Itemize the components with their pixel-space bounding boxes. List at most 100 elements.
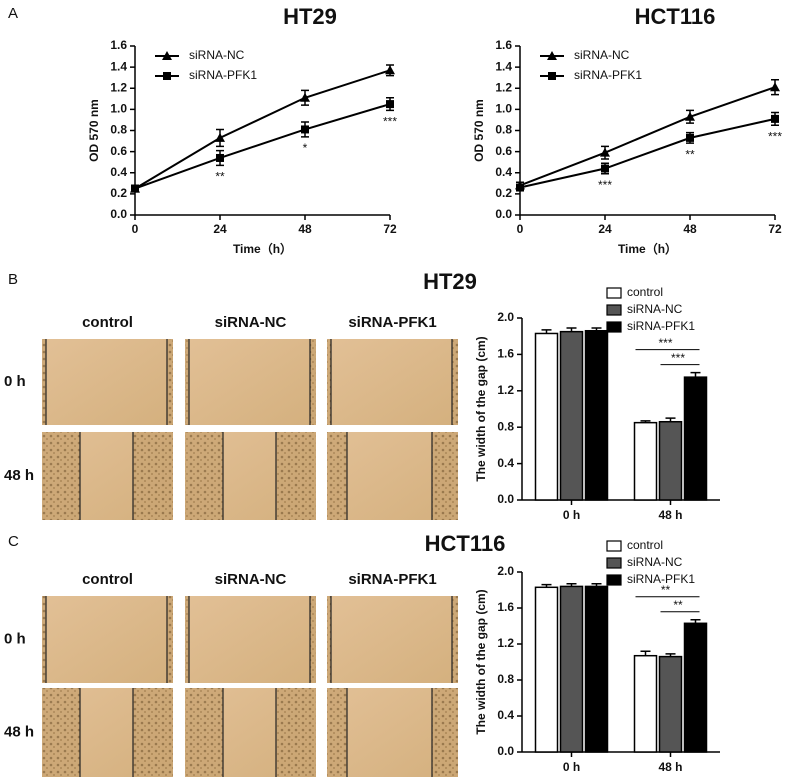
y-tick-label: 1.2 [495, 80, 512, 94]
marker [686, 133, 694, 142]
marker [547, 51, 557, 60]
cell-layer [133, 688, 173, 777]
legend-label: siRNA-PFK1 [189, 68, 257, 82]
cell-layer [327, 596, 331, 683]
bar [683, 622, 708, 753]
x-axis-title: Time（h） [233, 241, 292, 256]
micrograph [185, 596, 316, 683]
y-tick-label: 0.6 [495, 144, 512, 158]
cell-layer [185, 688, 223, 777]
row-label: 48 h [4, 723, 34, 740]
legend-swatch [606, 321, 622, 333]
panel-label: B [8, 271, 18, 288]
legend-label: siRNA-PFK1 [627, 319, 695, 333]
chart-title: HCT116 [635, 4, 716, 29]
legend-label: siRNA-PFK1 [627, 572, 695, 586]
bar [683, 376, 708, 501]
y-tick-label: 0.4 [497, 708, 514, 722]
x-tick-label: 24 [213, 222, 227, 236]
cell-layer [432, 432, 458, 520]
significance: ** [673, 598, 683, 612]
y-tick-label: 1.2 [497, 383, 514, 397]
row-label: 0 h [4, 630, 26, 647]
bar [534, 332, 559, 501]
cell-layer [276, 688, 316, 777]
y-tick-label: 2.0 [497, 310, 514, 324]
series-line [134, 69, 391, 190]
y-axis-title: OD 570 nm [87, 99, 101, 162]
y-tick-label: 1.6 [110, 38, 127, 52]
error-bar [640, 650, 651, 656]
chart-title: HT29 [423, 269, 477, 294]
legend-label: control [627, 285, 663, 299]
y-tick-label: 0.8 [497, 419, 514, 433]
marker [215, 132, 225, 142]
x-tick-label: 48 h [658, 508, 682, 522]
y-tick-label: 1.4 [495, 59, 512, 73]
cell-layer [432, 688, 458, 777]
y-tick-label: 1.2 [110, 80, 127, 94]
x-tick-label: 0 h [563, 508, 580, 522]
x-tick-label: 48 [298, 222, 312, 236]
bar [633, 421, 658, 501]
micrograph [42, 596, 173, 683]
y-tick-label: 2.0 [497, 564, 514, 578]
y-tick-label: 1.6 [497, 347, 514, 361]
column-label: siRNA-PFK1 [348, 571, 436, 588]
marker [216, 153, 224, 162]
cell-layer [452, 596, 458, 683]
y-tick-label: 0.0 [495, 207, 512, 221]
significance: ** [685, 147, 695, 161]
marker [516, 183, 524, 192]
error-bar [690, 371, 701, 378]
row-label: 0 h [4, 373, 26, 390]
bar [658, 655, 683, 753]
micrograph [327, 596, 458, 683]
significance: *** [671, 351, 685, 365]
cell-layer [42, 339, 46, 425]
cell-layer [310, 339, 316, 425]
y-tick-label: 1.0 [110, 102, 127, 116]
cell-layer [42, 432, 80, 520]
bar [658, 420, 683, 501]
marker [548, 72, 556, 80]
micrograph [185, 339, 316, 425]
legend-label: siRNA-NC [627, 302, 683, 316]
y-tick-label: 0.4 [495, 165, 512, 179]
legend-swatch [606, 557, 622, 569]
x-tick-label: 0 h [563, 760, 580, 774]
chart-title: HCT116 [425, 531, 506, 556]
cell-layer [452, 339, 458, 425]
marker [162, 51, 172, 60]
cell-layer [327, 432, 347, 520]
x-tick-label: 0 [517, 222, 524, 236]
panel-label: A [8, 5, 18, 22]
significance: *** [658, 336, 672, 350]
legend-swatch [606, 287, 622, 299]
cell-layer [42, 688, 80, 777]
y-tick-label: 1.6 [497, 600, 514, 614]
y-tick-label: 1.4 [110, 59, 127, 73]
bar [534, 586, 559, 753]
panel-label: C [8, 533, 19, 550]
micrograph [42, 339, 173, 425]
y-axis-title: OD 570 nm [472, 99, 486, 162]
series-line [519, 117, 776, 189]
chart-title: HT29 [283, 4, 337, 29]
legend-label: control [627, 538, 663, 552]
y-tick-label: 0.4 [497, 456, 514, 470]
marker [685, 111, 695, 121]
y-tick-label: 0.0 [497, 744, 514, 758]
marker [163, 72, 171, 80]
legend-swatch [606, 540, 622, 552]
cell-layer [327, 339, 331, 425]
marker [300, 92, 310, 102]
y-tick-label: 1.2 [497, 636, 514, 650]
significance: *** [768, 129, 782, 143]
legend-label: siRNA-NC [574, 48, 630, 62]
y-tick-label: 0.0 [497, 492, 514, 506]
y-tick-label: 1.6 [495, 38, 512, 52]
marker [601, 164, 609, 173]
marker [385, 65, 395, 75]
